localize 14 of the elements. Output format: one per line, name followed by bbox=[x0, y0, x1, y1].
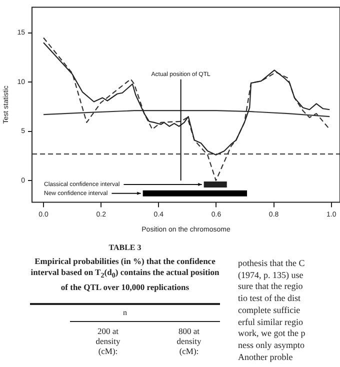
text: n bbox=[122, 308, 128, 318]
text: work, we got the p bbox=[238, 328, 306, 340]
text: Another proble bbox=[238, 352, 293, 363]
text: complete sufficie bbox=[238, 304, 300, 316]
text: 800 at density (cM): bbox=[176, 326, 202, 356]
text: pothesis that the C bbox=[238, 258, 305, 269]
text: tio test of the dist bbox=[238, 293, 300, 304]
text: (1974, p. 135) use bbox=[238, 270, 304, 281]
text: ness only asympto bbox=[238, 340, 304, 351]
text: 200 at density (cM): bbox=[94, 326, 122, 356]
text: sure that the regio bbox=[238, 281, 303, 292]
text: Empirical probabilities (in %) that the confidence interval based on T$_{2}$(d$_{0}$) contains the actual position of the QTL over 10,000 replications bbox=[30, 256, 220, 293]
caption: TABLE 3 bbox=[108, 243, 142, 253]
text: erful similar regio bbox=[238, 316, 303, 328]
